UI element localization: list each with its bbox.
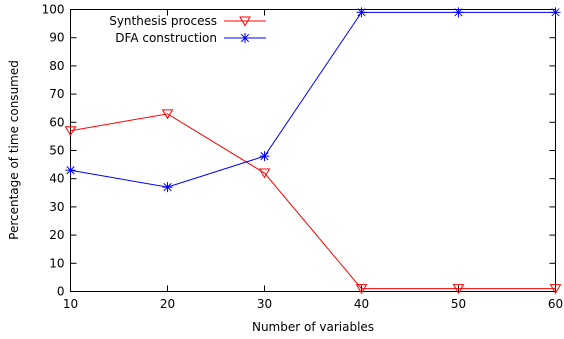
data-point [64,126,77,137]
x-tick-label: 50 [451,297,466,311]
data-point [355,284,368,295]
x-tick-label: 30 [257,297,272,311]
data-point [453,7,464,18]
data-point [550,7,561,18]
series-synthesis-process [64,109,562,295]
plot-frame [70,9,556,292]
data-point [161,109,174,120]
y-tick-label: 10 [49,256,64,270]
y-tick-label: 70 [49,87,64,101]
y-tick-label: 50 [49,144,64,158]
data-point [452,284,465,295]
legend-label: Synthesis process [109,14,217,28]
series-layer [64,7,562,295]
y-tick-label: 80 [49,59,64,73]
x-tick-label: 20 [160,297,175,311]
y-tick-label: 90 [49,31,64,45]
y-tick-label: 40 [49,172,64,186]
data-point [549,284,562,295]
x-tick-label: 40 [354,297,369,311]
y-tick-label: 20 [49,228,64,242]
y-tick-label: 30 [49,200,64,214]
legend-label: DFA construction [115,31,217,45]
legend: Synthesis process DFA construction [109,14,266,45]
data-point [162,182,173,193]
y-axis-label: Percentage of time consumed [7,60,21,240]
x-axis-label: Number of variables [252,320,374,334]
y-tick-label: 100 [42,3,65,17]
y-tick-labels: 0 10 20 30 40 50 60 70 80 90 100 [42,3,65,299]
data-point [65,165,76,176]
series-line [70,11,556,188]
legend-marker [239,16,251,27]
data-point [356,7,367,18]
y-tick-label: 60 [49,115,64,129]
data-point [258,168,271,179]
y-tick-label: 0 [57,285,65,299]
series-line [70,113,556,290]
x-tick-label: 60 [548,297,563,311]
x-tick-label: 10 [63,297,78,311]
series-dfa-construction [65,7,561,193]
axis-ticks [70,9,556,292]
x-tick-labels: 10 20 30 40 50 60 [63,297,563,311]
legend-marker [240,33,250,43]
data-point [259,151,270,162]
